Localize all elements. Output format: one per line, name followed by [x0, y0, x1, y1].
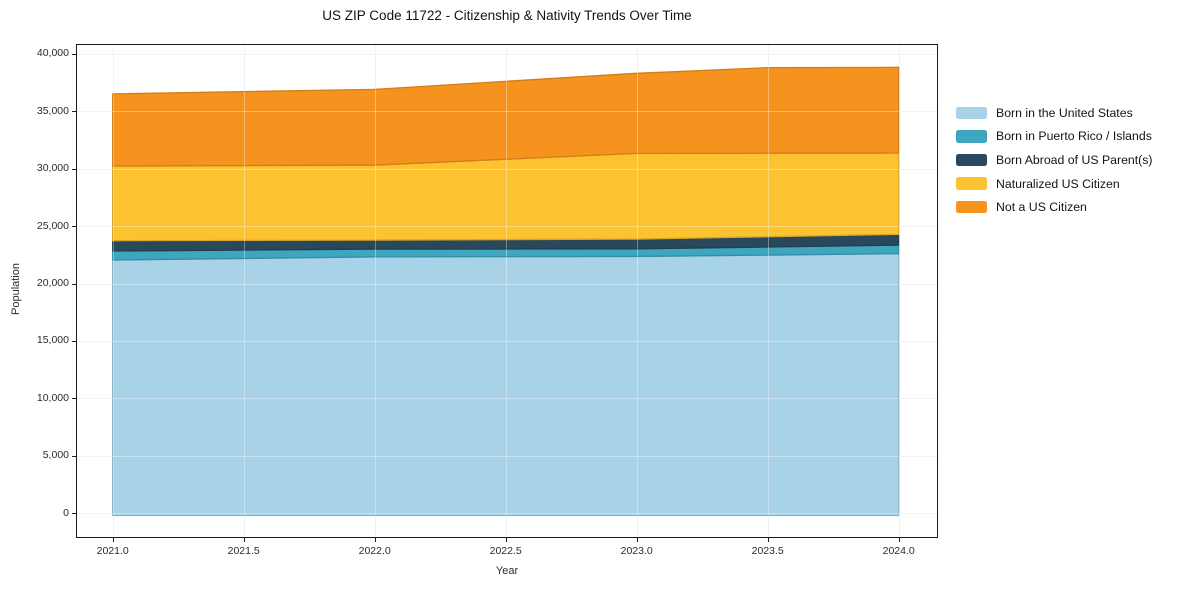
chart-title: US ZIP Code 11722 - Citizenship & Nativi… — [322, 8, 692, 23]
legend-swatch — [956, 153, 987, 167]
legend-item: Born in the United States — [956, 101, 1153, 125]
y-tick-label: 20,000 — [36, 277, 69, 290]
y-tick-label: 40,000 — [36, 47, 69, 60]
legend-swatch — [956, 177, 987, 190]
x-tick-label: 2021.0 — [96, 545, 129, 557]
y-tick-label: 10,000 — [36, 391, 69, 404]
legend-item: Born in Puerto Rico / Islands — [956, 125, 1153, 149]
legend-label: Born in Puerto Rico / Islands — [996, 129, 1152, 144]
legend-item: Naturalized US Citizen — [956, 172, 1153, 196]
legend-item: Born Abroad of US Parent(s) — [956, 148, 1153, 172]
x-tick-label: 2022.5 — [489, 545, 522, 557]
x-axis-label: Year — [495, 565, 519, 577]
y-tick-label: 30,000 — [36, 162, 69, 175]
y-axis-label: Population — [10, 263, 22, 315]
legend-label: Born Abroad of US Parent(s) — [996, 152, 1153, 167]
legend-label: Born in the United States — [996, 105, 1133, 120]
legend-label: Naturalized US Citizen — [996, 176, 1120, 191]
legend-label: Not a US Citizen — [996, 200, 1087, 215]
x-tick-label: 2022.0 — [358, 545, 391, 557]
x-tick-label: 2021.5 — [227, 545, 260, 557]
y-tick-label: 35,000 — [36, 104, 69, 117]
legend-swatch — [956, 106, 987, 120]
x-tick-label: 2023.5 — [751, 545, 784, 557]
legend: Born in the United States Born in Puerto … — [956, 101, 1153, 219]
y-tick-label: 25,000 — [36, 219, 69, 232]
x-tick-label: 2024.0 — [882, 545, 915, 557]
y-tick-label: 0 — [63, 506, 69, 519]
x-tick-label: 2023.0 — [620, 545, 653, 557]
legend-swatch — [956, 200, 987, 214]
legend-swatch — [956, 130, 987, 143]
y-tick-label: 15,000 — [36, 334, 69, 347]
legend-item: Not a US Citizen — [956, 195, 1153, 219]
y-tick-label: 5,000 — [42, 449, 69, 462]
